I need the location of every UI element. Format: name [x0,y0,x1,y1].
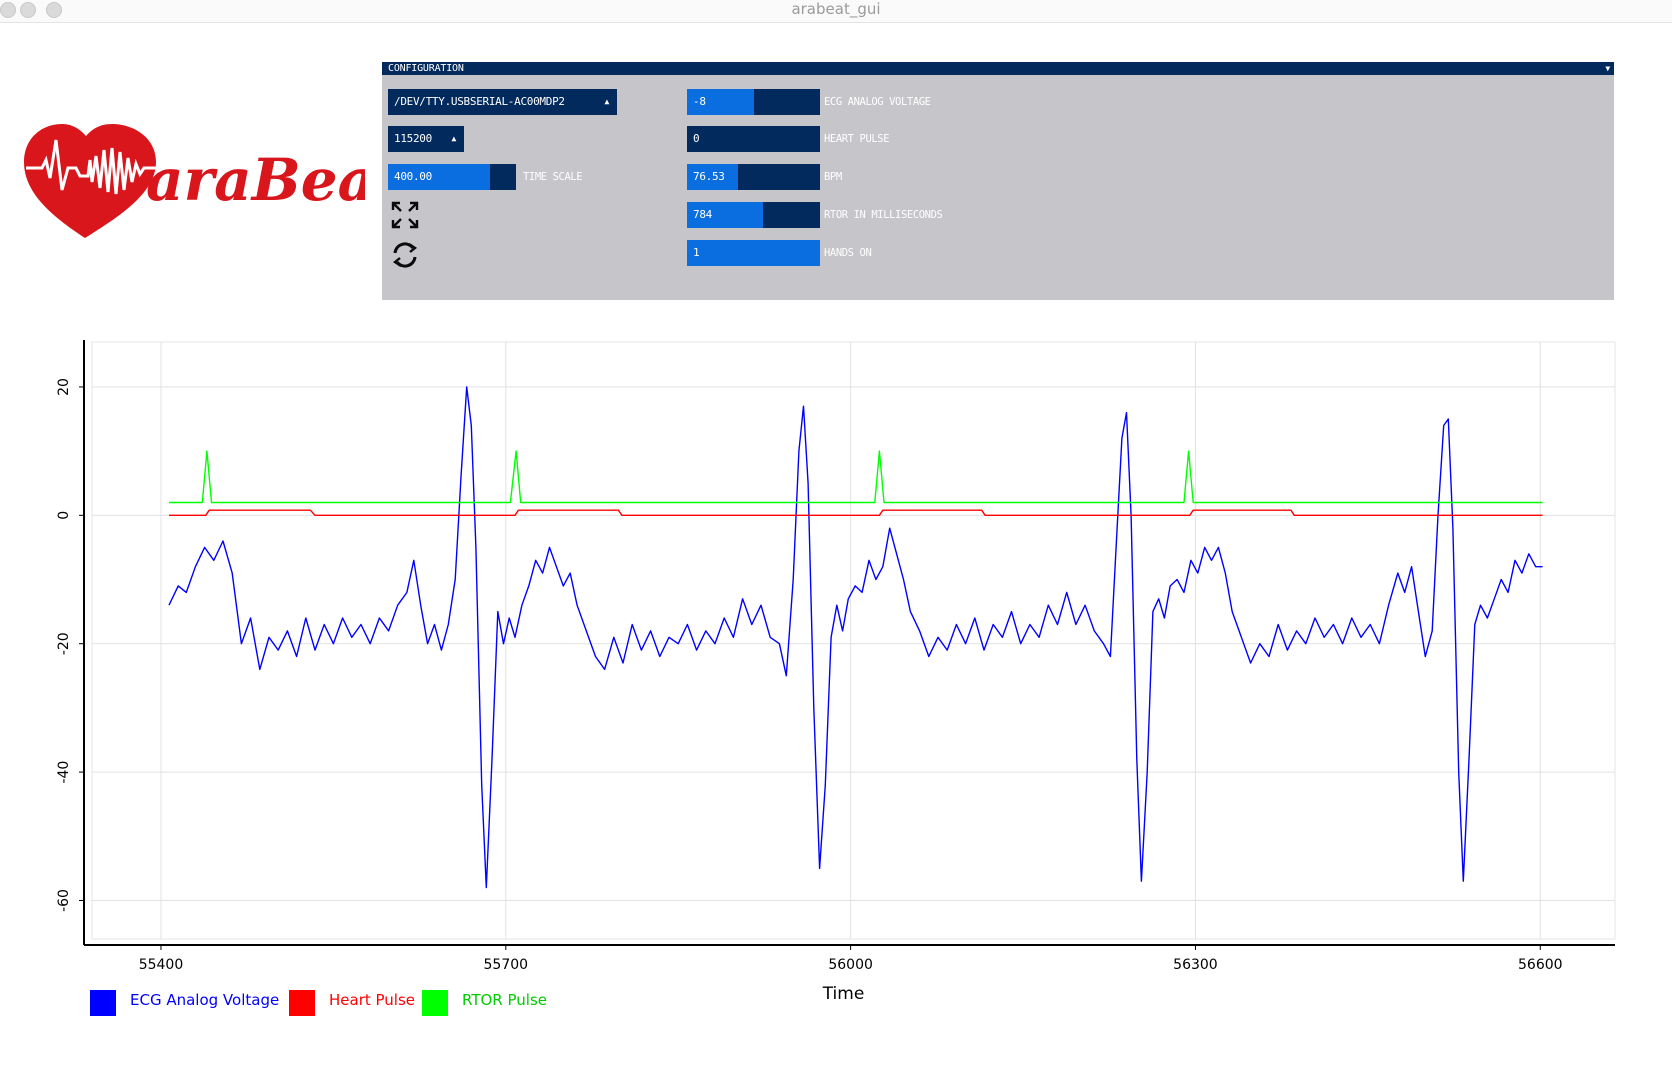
dropdown-up-arrow-icon: ▲ [604,97,609,106]
bpm-fill [687,164,738,190]
heart-icon [24,124,156,238]
configuration-title: CONFIGURATION [388,63,464,74]
rtor-slider[interactable]: 784 [687,202,820,228]
legend-swatch-heart-pulse [289,990,315,1016]
ecg-voltage-fill [687,89,754,115]
expand-icon[interactable] [390,200,420,230]
y-tick-label: -60 [56,889,72,912]
ecg-voltage-label: ECG ANALOG VOLTAGE [824,96,931,108]
time-scale-slider[interactable]: 400.00 [388,164,516,190]
window-title: arabeat_gui [791,0,881,18]
y-tick-label: -20 [56,632,72,655]
series-line-heart-pulse [169,509,1543,517]
baud-rate-value: 115200 [394,132,432,145]
hands-on-slider[interactable]: 1 [687,240,820,266]
series-line-ecg [168,386,1543,889]
plot-area [91,341,1616,940]
dropdown-up-arrow-icon: ▲ [451,134,456,143]
bpm-label: BPM [824,171,842,183]
legend-label-ecg: ECG Analog Voltage [130,991,280,1009]
x-axis-label: Time [822,984,865,1004]
legend-swatch-ecg [90,990,116,1016]
heart-pulse-slider[interactable]: 0 [687,126,820,152]
x-tick-label: 55400 [139,957,184,973]
rtor-value: 784 [693,208,712,221]
logo-wordmark: araBeat [146,146,365,214]
serial-port-dropdown[interactable]: /DEV/TTY.USBSERIAL-AC00MDP2 ▲ [388,89,617,115]
legend-swatch-rtor [422,990,448,1016]
y-tick-label: 0 [56,511,72,520]
ecg-chart: 55400 55700 56000 56300 56600 20 0 -20 -40 -60 Tim… [56,340,1616,1004]
legend-label-heart-pulse: Heart Pulse [329,991,416,1009]
window-titlebar: arabeat_gui [0,0,1672,23]
serial-port-value: /DEV/TTY.USBSERIAL-AC00MDP2 [394,95,565,108]
y-tick-label: 20 [56,378,72,396]
configuration-panel: CONFIGURATION ▼ /DEV/TTY.USBSERIAL-AC00M… [382,62,1614,300]
rtor-fill [687,202,763,228]
rtor-label: RTOR IN MILLISECONDS [824,209,943,221]
x-tick-label: 56300 [1173,957,1218,973]
minimize-window-button[interactable] [20,2,36,18]
configuration-header[interactable]: CONFIGURATION ▼ [382,62,1614,75]
time-scale-value: 400.00 [394,170,432,183]
time-scale-label: TIME SCALE [523,171,583,183]
x-tick-label: 56600 [1518,957,1563,973]
legend-label-rtor: RTOR Pulse [462,991,547,1009]
x-tick-label: 55700 [484,957,529,973]
refresh-icon[interactable] [390,240,420,270]
heart-pulse-value: 0 [693,132,700,145]
heart-pulse-label: HEART PULSE [824,133,890,145]
bpm-slider[interactable]: 76.53 [687,164,820,190]
ecg-voltage-slider[interactable]: -8 [687,89,820,115]
collapse-arrow-icon[interactable]: ▼ [1605,64,1610,73]
hands-on-fill [687,240,820,266]
y-tick-label: -40 [56,761,72,784]
close-window-button[interactable] [0,2,16,18]
ecg-voltage-value: -8 [693,95,706,108]
x-tick-label: 56000 [828,957,873,973]
time-scale-fill [388,164,491,190]
bpm-value: 76.53 [693,170,725,183]
series-line-rtor [169,450,1543,504]
arabeat-logo: araBeat [20,120,402,245]
hands-on-value: 1 [693,246,700,259]
zoom-window-button[interactable] [46,2,62,18]
hands-on-label: HANDS ON [824,247,872,259]
baud-rate-dropdown[interactable]: 115200 ▲ [388,126,464,152]
